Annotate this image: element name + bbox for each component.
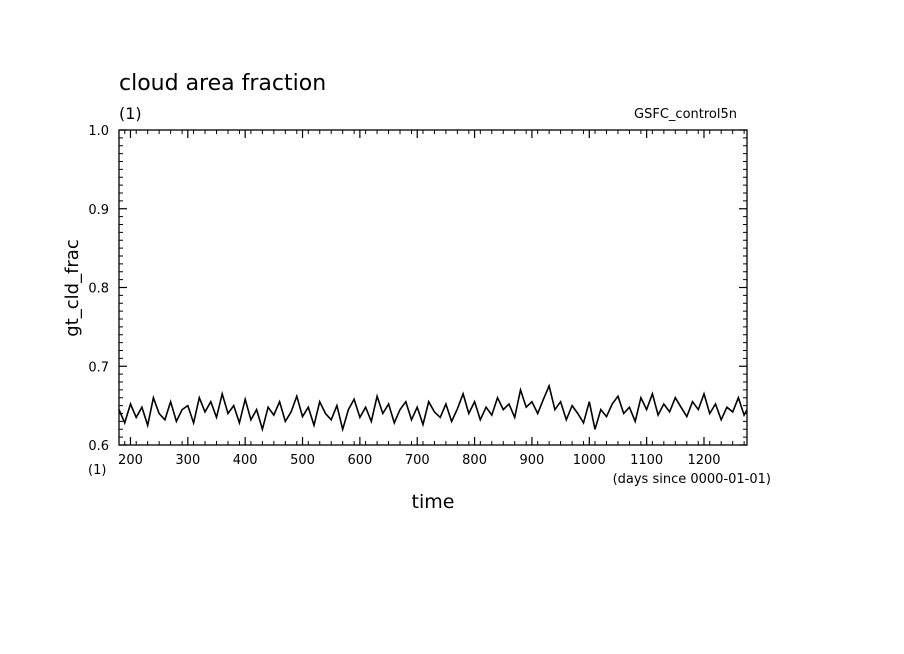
x-tick-label: 300: [175, 453, 200, 468]
x-tick-label: 200: [118, 453, 143, 468]
x-tick-label: 500: [290, 453, 315, 468]
chart-title: cloud area fraction: [119, 71, 326, 96]
x-units-label: (days since 0000-01-01): [613, 472, 771, 487]
x-tick-label: 1100: [630, 453, 663, 468]
series-line-cloud-fraction: [118, 383, 748, 433]
x-tick-label: 1000: [573, 453, 606, 468]
x-tick-label: 600: [347, 453, 372, 468]
y-corner-units: (1): [88, 463, 106, 478]
y-tick-label: 0.8: [88, 282, 109, 297]
experiment-label: GSFC_control5n: [634, 107, 737, 122]
x-tick-label: 800: [462, 453, 487, 468]
x-tick-label: 400: [233, 453, 258, 468]
units-label: (1): [119, 104, 142, 123]
x-tick-label: 900: [520, 453, 545, 468]
x-axis-label: time: [412, 491, 455, 513]
y-tick-label: 0.7: [88, 360, 109, 375]
x-tick-label: 1200: [687, 453, 720, 468]
axis-ticks: [119, 129, 747, 446]
x-tick-label: 700: [405, 453, 430, 468]
y-tick-labels: 0.6 0.7 0.8 0.9 1.0: [88, 124, 109, 454]
x-tick-labels: 200 300 400 500 600 700 800 900 1000 1100 1200: [118, 453, 720, 468]
y-tick-label: 0.9: [88, 203, 109, 218]
y-tick-label: 0.6: [88, 439, 109, 454]
y-tick-label: 1.0: [88, 124, 109, 139]
y-axis-label: gt_cld_frac: [62, 239, 83, 336]
